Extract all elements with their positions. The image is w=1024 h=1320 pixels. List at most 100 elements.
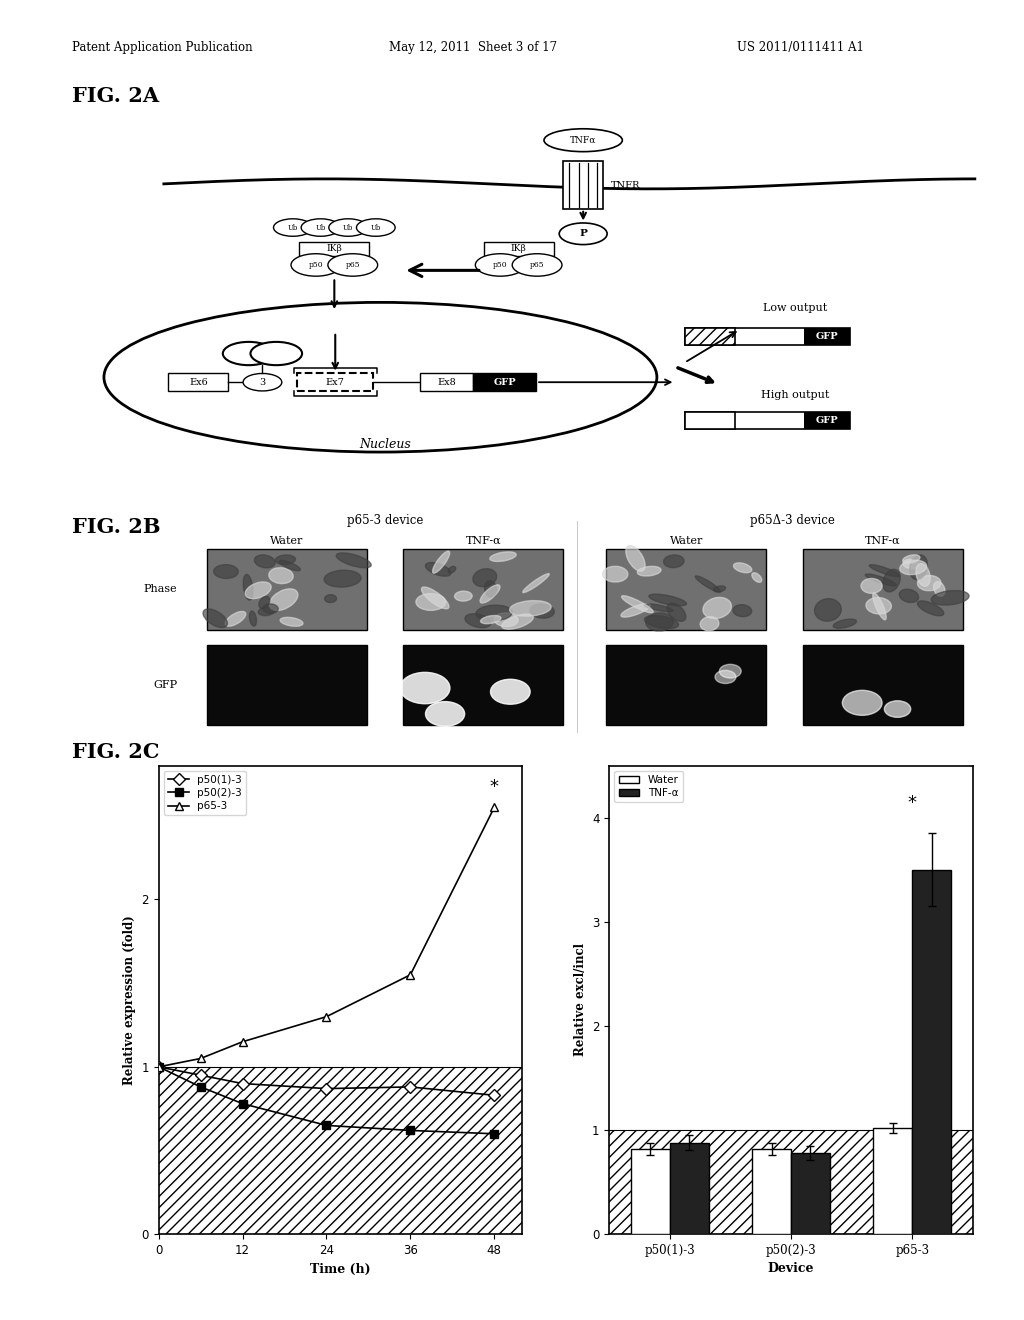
Text: IKβ: IKβ <box>511 244 526 253</box>
Ellipse shape <box>869 565 900 577</box>
Ellipse shape <box>664 554 684 568</box>
Line: p50(2)-3: p50(2)-3 <box>155 1063 499 1138</box>
Ellipse shape <box>667 603 686 622</box>
Ellipse shape <box>909 554 928 579</box>
Circle shape <box>426 702 465 726</box>
Text: IKβ: IKβ <box>327 244 342 253</box>
Text: TNFR: TNFR <box>610 181 640 190</box>
Bar <box>606 549 766 630</box>
Ellipse shape <box>900 560 927 574</box>
Bar <box>685 412 735 429</box>
Ellipse shape <box>432 550 450 573</box>
Ellipse shape <box>244 574 253 601</box>
Bar <box>403 644 563 725</box>
Circle shape <box>512 253 562 276</box>
Ellipse shape <box>523 574 549 593</box>
Text: Ub: Ub <box>343 223 353 231</box>
Text: GFP: GFP <box>494 378 516 387</box>
Ellipse shape <box>700 616 719 631</box>
Bar <box>483 242 554 256</box>
Ellipse shape <box>621 603 650 618</box>
p50(2)-3 <box>237 1096 249 1111</box>
Text: Low output: Low output <box>763 302 827 313</box>
Ellipse shape <box>495 612 518 627</box>
Circle shape <box>273 219 312 236</box>
Circle shape <box>715 671 736 684</box>
Bar <box>873 1129 912 1234</box>
Bar <box>563 161 603 209</box>
Text: GFP: GFP <box>816 331 839 341</box>
Ellipse shape <box>254 554 275 568</box>
Ellipse shape <box>872 593 886 620</box>
Bar <box>803 549 963 630</box>
Legend: p50(1)-3, p50(2)-3, p65-3: p50(1)-3, p50(2)-3, p65-3 <box>164 771 246 816</box>
Ellipse shape <box>603 566 628 582</box>
Ellipse shape <box>203 609 227 627</box>
Bar <box>912 870 951 1234</box>
Ellipse shape <box>214 565 239 578</box>
p50(2)-3 <box>488 1126 501 1142</box>
Ellipse shape <box>259 597 270 609</box>
Circle shape <box>329 219 368 236</box>
Line: p65-3: p65-3 <box>155 804 499 1071</box>
Bar <box>297 374 373 391</box>
Ellipse shape <box>336 553 371 568</box>
Ellipse shape <box>918 601 944 616</box>
Ellipse shape <box>269 589 298 610</box>
Ellipse shape <box>484 581 497 597</box>
Ellipse shape <box>103 302 657 451</box>
Bar <box>685 327 735 346</box>
Bar <box>805 412 851 429</box>
Circle shape <box>291 253 341 276</box>
Ellipse shape <box>915 564 930 586</box>
Ellipse shape <box>644 615 679 628</box>
Circle shape <box>223 342 274 366</box>
Ellipse shape <box>465 614 492 628</box>
Ellipse shape <box>530 605 554 618</box>
Text: Nucleus: Nucleus <box>359 438 411 451</box>
Ellipse shape <box>510 601 551 616</box>
Ellipse shape <box>834 619 856 628</box>
Ellipse shape <box>275 554 296 565</box>
Circle shape <box>885 701 910 717</box>
Circle shape <box>301 219 340 236</box>
Text: *: * <box>489 777 499 796</box>
p50(2)-3 <box>153 1059 165 1074</box>
Ellipse shape <box>502 614 534 630</box>
Text: TNF-α: TNF-α <box>466 536 501 546</box>
Bar <box>685 327 735 346</box>
Ellipse shape <box>245 582 271 599</box>
p65-3 <box>321 1008 333 1024</box>
Y-axis label: Relative expression (fold): Relative expression (fold) <box>123 915 136 1085</box>
Ellipse shape <box>644 603 673 611</box>
Ellipse shape <box>918 576 941 591</box>
Bar <box>299 242 370 256</box>
Ellipse shape <box>325 595 337 602</box>
Text: 3: 3 <box>259 378 265 387</box>
p50(2)-3 <box>195 1078 207 1094</box>
Bar <box>207 549 367 630</box>
Ellipse shape <box>473 569 497 586</box>
Text: *: * <box>907 795 916 813</box>
Y-axis label: Relative excl/incl: Relative excl/incl <box>573 944 587 1056</box>
Ellipse shape <box>903 554 920 564</box>
Text: Ub: Ub <box>288 223 298 231</box>
Line: p50(1)-3: p50(1)-3 <box>155 1063 499 1100</box>
Circle shape <box>559 223 607 244</box>
Bar <box>753 1148 792 1234</box>
Ellipse shape <box>280 561 300 570</box>
Text: FIG. 2A: FIG. 2A <box>72 86 159 106</box>
Text: p65Δ-3 device: p65Δ-3 device <box>750 513 835 527</box>
Ellipse shape <box>714 586 726 591</box>
Ellipse shape <box>899 589 919 602</box>
Text: Patent Application Publication: Patent Application Publication <box>72 41 252 54</box>
Bar <box>803 644 963 725</box>
Circle shape <box>475 253 525 276</box>
Ellipse shape <box>814 599 842 622</box>
Bar <box>606 644 766 725</box>
Ellipse shape <box>622 595 653 612</box>
Bar <box>168 374 228 391</box>
Ellipse shape <box>883 569 900 591</box>
Ellipse shape <box>931 590 969 605</box>
p50(1)-3 <box>488 1088 501 1104</box>
